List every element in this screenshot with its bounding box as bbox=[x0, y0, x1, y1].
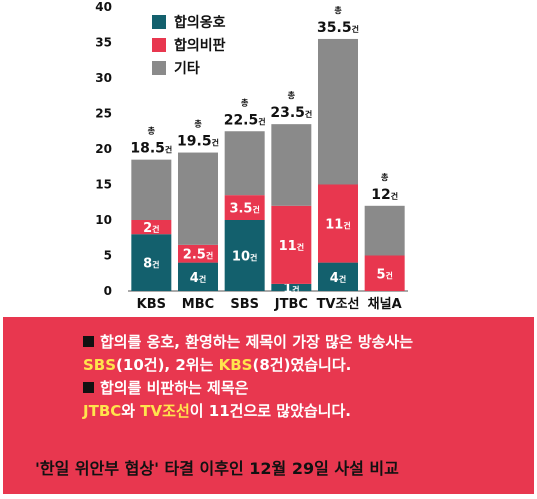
bar-total-label: 12건 bbox=[371, 187, 398, 203]
bullet-square bbox=[83, 382, 94, 393]
bar-segment bbox=[271, 124, 312, 206]
x-category-label: MBC bbox=[182, 297, 214, 312]
y-tick-label: 0 bbox=[104, 284, 112, 298]
bar-data-label: 4건 bbox=[330, 271, 346, 286]
y-tick-label: 40 bbox=[95, 0, 112, 14]
x-category-label: KBS bbox=[137, 297, 166, 312]
total-prefix-label: 총 bbox=[381, 172, 389, 182]
legend-swatch-criticism bbox=[152, 37, 166, 52]
summary-text-3: 합의를 비판하는 제목은 bbox=[100, 379, 249, 397]
total-prefix-label: 총 bbox=[241, 97, 249, 107]
y-tick-label: 30 bbox=[95, 71, 112, 85]
bar-total-label: 22.5건 bbox=[224, 112, 266, 128]
bar-segment bbox=[318, 184, 358, 263]
summary-line-1: 합의를 옹호, 환영하는 제목이 가장 많은 방송사는 bbox=[83, 331, 522, 354]
total-prefix-label: 총 bbox=[334, 5, 342, 15]
bar-total-label: 35.5건 bbox=[317, 20, 359, 36]
x-category-label: TV조선 bbox=[317, 296, 360, 312]
y-tick-label: 10 bbox=[95, 213, 112, 227]
bar-segment bbox=[271, 283, 312, 291]
bar-segment bbox=[178, 262, 218, 291]
bar-total-label: 18.5건 bbox=[130, 141, 172, 157]
summary-part: 와 bbox=[121, 402, 141, 420]
summary-part: (10건), 2위는 bbox=[116, 356, 219, 374]
summary-part: TV조선 bbox=[140, 402, 190, 420]
bar-segment bbox=[364, 255, 405, 291]
bar-segment bbox=[224, 131, 265, 196]
bar-data-label: 5건 bbox=[376, 267, 392, 282]
summary-part: (8건)였습니다. bbox=[252, 356, 352, 374]
summary-text-1: 합의를 옹호, 환영하는 제목이 가장 많은 방송사는 bbox=[100, 333, 414, 351]
legend-item-support: 합의옹호 bbox=[152, 10, 226, 33]
bar-data-label: 2.5건 bbox=[183, 248, 213, 263]
total-prefix-label: 총 bbox=[148, 126, 156, 136]
summary-part: 이 11건으로 많았습니다. bbox=[189, 402, 351, 420]
x-category-label: SBS bbox=[230, 297, 259, 312]
y-tick-label: 20 bbox=[95, 142, 112, 156]
legend-swatch-support bbox=[152, 14, 166, 29]
total-prefix-label: 총 bbox=[288, 90, 296, 100]
bar-segment bbox=[364, 205, 405, 256]
y-tick-label: 15 bbox=[95, 178, 112, 192]
x-category-label: JTBC bbox=[274, 297, 308, 312]
summary-line-3: 합의를 비판하는 제목은 bbox=[83, 377, 522, 400]
bar-segment bbox=[131, 220, 172, 235]
bar-data-label: 10건 bbox=[232, 250, 257, 265]
bar-data-label: 8건 bbox=[143, 257, 159, 272]
summary-part: KBS bbox=[218, 356, 253, 374]
bar-segment bbox=[131, 234, 172, 291]
bar-segment bbox=[178, 152, 218, 245]
summary-part: SBS bbox=[83, 356, 117, 374]
chart-legend: 합의옹호 합의비판 기타 bbox=[152, 10, 226, 79]
bar-segment bbox=[224, 195, 265, 220]
bar-segment bbox=[131, 159, 172, 220]
legend-item-other: 기타 bbox=[152, 56, 226, 79]
footer-caption: '한일 위안부 협상' 타결 이후인 12월 29일 사설 비교 bbox=[35, 459, 399, 478]
bar-segment bbox=[224, 220, 265, 291]
legend-label-criticism: 합의비판 bbox=[174, 37, 226, 54]
y-tick-label: 5 bbox=[104, 249, 112, 263]
stacked-bar-chart: 0 5 10 15 20 25 30 35 40 8건 2건 총 18.5건 KBS 4건 2.5건 총 19.5… bbox=[95, 0, 408, 312]
summary-box: 합의를 옹호, 환영하는 제목이 가장 많은 방송사는 SBS(10건), 2위… bbox=[3, 317, 534, 494]
bar-data-label: 11건 bbox=[279, 239, 304, 254]
summary-line-4: JTBC와 TV조선이 11건으로 많았습니다. bbox=[83, 400, 522, 423]
y-tick-label: 35 bbox=[95, 36, 112, 50]
legend-label-other: 기타 bbox=[174, 60, 200, 77]
x-category-label: 채널A bbox=[368, 296, 402, 312]
legend-label-support: 합의옹호 bbox=[174, 14, 226, 31]
bar-total-label: 23.5건 bbox=[270, 105, 312, 121]
y-tick-label: 25 bbox=[95, 107, 112, 121]
bar-segment bbox=[318, 38, 358, 185]
bar-segment bbox=[178, 244, 218, 263]
bar-segment bbox=[271, 205, 312, 284]
summary-line-2: SBS(10건), 2위는 KBS(8건)였습니다. bbox=[83, 354, 522, 377]
bar-data-label: 3.5건 bbox=[229, 202, 259, 217]
legend-item-criticism: 합의비판 bbox=[152, 33, 226, 56]
bar-data-label: 4건 bbox=[190, 271, 206, 286]
bar-segment bbox=[318, 262, 358, 291]
bar-data-label: 2건 bbox=[143, 221, 159, 236]
summary-part: JTBC bbox=[83, 402, 122, 420]
legend-swatch-other bbox=[152, 60, 166, 75]
bar-total-label: 19.5건 bbox=[177, 134, 219, 150]
bar-data-label: 11건 bbox=[325, 218, 350, 233]
bullet-square bbox=[83, 336, 94, 347]
bar-data-label: 1건 bbox=[283, 281, 299, 296]
total-prefix-label: 총 bbox=[194, 119, 202, 129]
